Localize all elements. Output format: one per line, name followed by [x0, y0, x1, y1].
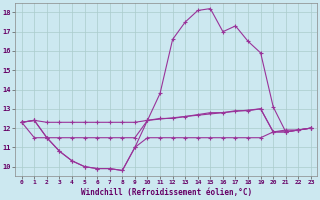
X-axis label: Windchill (Refroidissement éolien,°C): Windchill (Refroidissement éolien,°C) [81, 188, 252, 197]
